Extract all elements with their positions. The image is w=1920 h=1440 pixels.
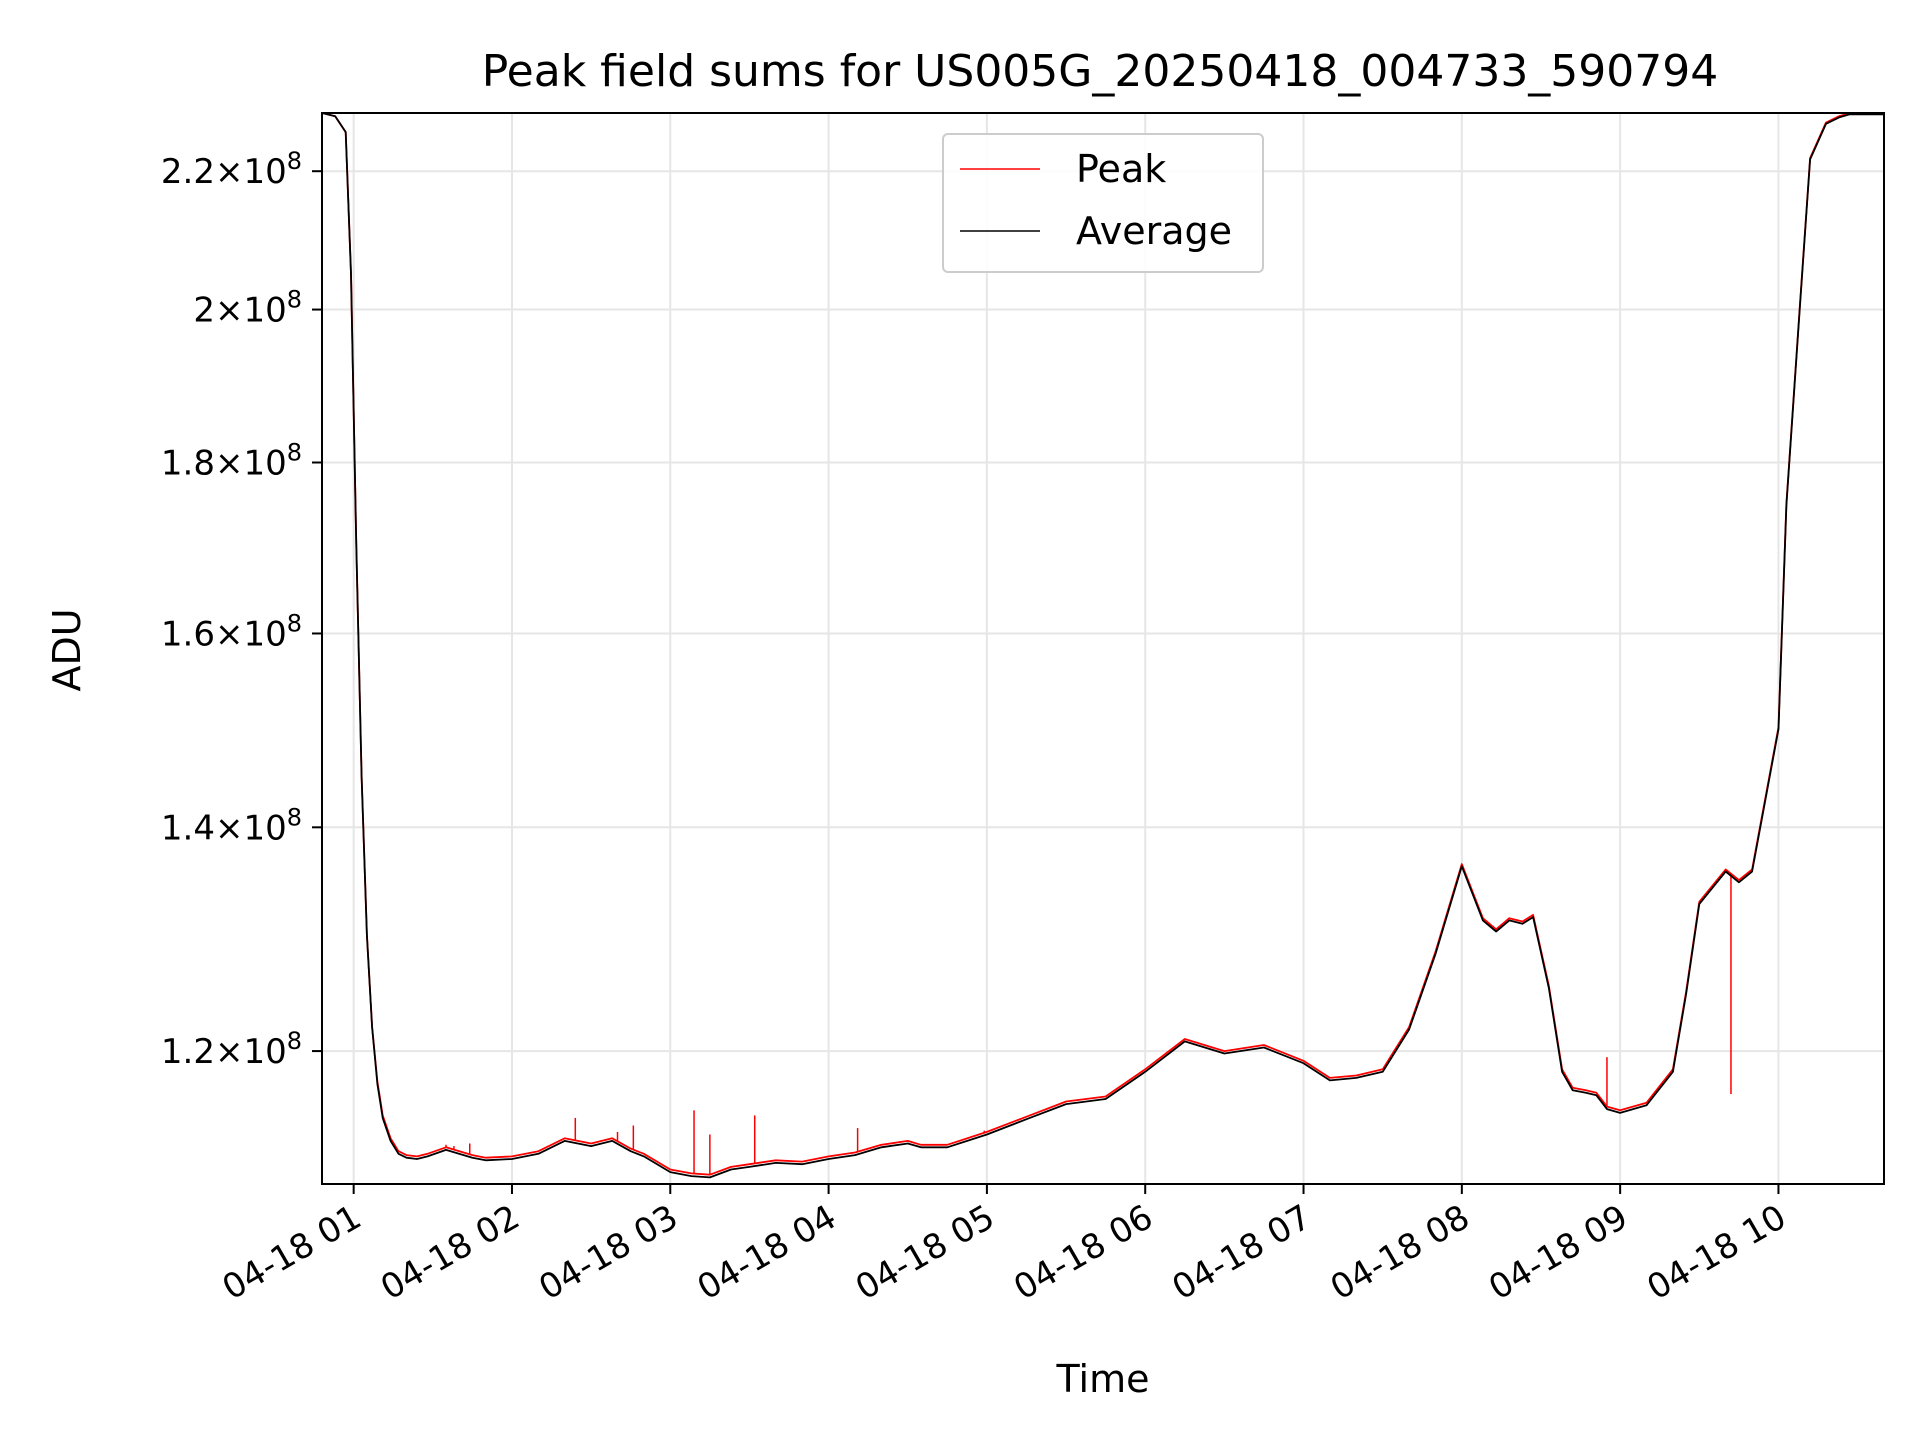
series-line-average [322, 113, 1884, 1179]
legend-average-label: Average [1076, 209, 1232, 253]
y-axis: 1.2×108 1.4×108 1.6×108 1.8×108 2×108 2.2×108 [161, 147, 322, 1072]
plot-area-frame [321, 112, 1885, 1185]
y-tick-label: 1.6×108 [161, 609, 302, 654]
y-tick-label: 1.8×108 [161, 438, 302, 483]
legend: Peak Average [942, 133, 1264, 273]
y-tick-label: 1.2×108 [161, 1027, 302, 1072]
y-tick-label: 2×108 [193, 286, 302, 331]
series-layer [322, 113, 1884, 1179]
y-axis-label: ADU [45, 608, 89, 691]
chart-title: Peak field sums for US005G_20250418_0047… [482, 46, 1719, 97]
x-gridlines [352, 113, 1780, 1184]
y-gridlines [322, 170, 1884, 1053]
series-line-peak [322, 113, 1884, 1176]
x-axis-label: Time [1056, 1357, 1150, 1401]
y-tick-label: 2.2×108 [161, 147, 302, 192]
legend-peak-label: Peak [1076, 147, 1166, 191]
y-tick-label: 1.4×108 [161, 803, 302, 848]
